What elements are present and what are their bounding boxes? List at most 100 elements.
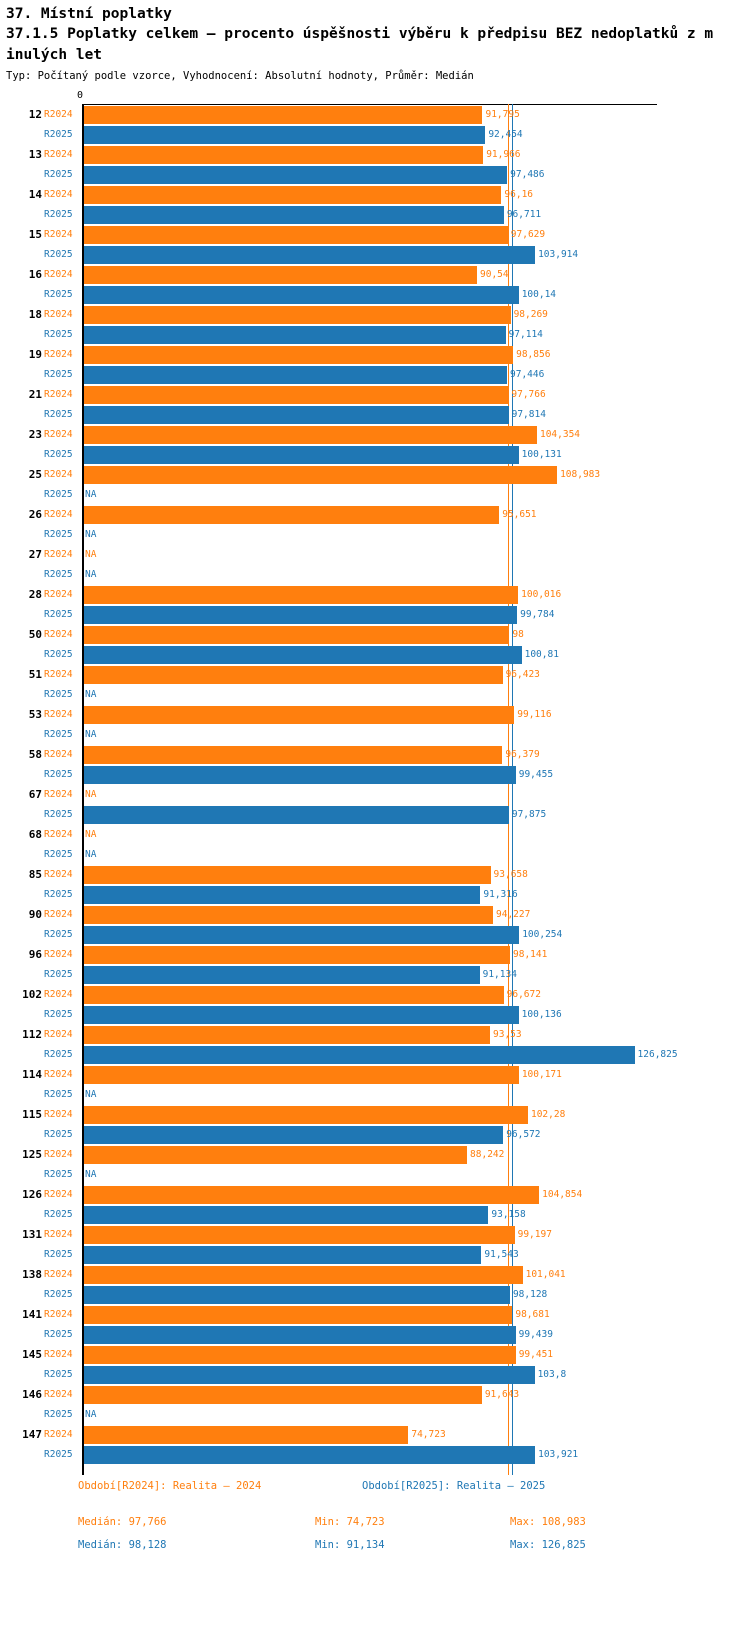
bar-2024[interactable] xyxy=(84,1346,516,1364)
bar-row[interactable]: R2024 104,854 xyxy=(0,1185,750,1205)
bar-2024[interactable] xyxy=(84,1146,468,1164)
bar-row[interactable]: R2025 91,543 xyxy=(0,1245,750,1265)
bar-2024[interactable] xyxy=(84,266,478,284)
bar-2024[interactable] xyxy=(84,586,519,604)
bar-row[interactable]: R2025 126,825 xyxy=(0,1045,750,1065)
bar-row[interactable]: R2024 97,629 xyxy=(0,225,750,245)
bar-row[interactable]: R2025 100,131 xyxy=(0,445,750,465)
bar-2025[interactable] xyxy=(84,166,508,184)
bar-2025[interactable] xyxy=(84,206,504,224)
bar-row[interactable]: R2024 104,354 xyxy=(0,425,750,445)
bar-row[interactable]: R2025 91,134 xyxy=(0,965,750,985)
bar-row[interactable]: R2025 103,921 xyxy=(0,1445,750,1465)
bar-row[interactable]: R2025 NA xyxy=(0,725,750,745)
bar-2024[interactable] xyxy=(84,1306,513,1324)
bar-row[interactable]: R2024 99,451 xyxy=(0,1345,750,1365)
bar-row[interactable]: R2024 100,016 xyxy=(0,585,750,605)
bar-2024[interactable] xyxy=(84,746,503,764)
bar-2025[interactable] xyxy=(84,806,509,824)
bar-row[interactable]: R2024 96,16 xyxy=(0,185,750,205)
bar-row[interactable]: R2024 74,723 xyxy=(0,1425,750,1445)
bar-row[interactable]: R2025 100,254 xyxy=(0,925,750,945)
bar-row[interactable]: R2025 97,114 xyxy=(0,325,750,345)
bar-row[interactable]: R2025 92,454 xyxy=(0,125,750,145)
bar-2024[interactable] xyxy=(84,666,503,684)
bar-2024[interactable] xyxy=(84,186,502,204)
bar-row[interactable]: R2025 99,455 xyxy=(0,765,750,785)
bar-2025[interactable] xyxy=(84,246,536,264)
bar-row[interactable]: R2024 90,54 xyxy=(0,265,750,285)
bar-2025[interactable] xyxy=(84,646,522,664)
bar-row[interactable]: R2025 NA xyxy=(0,1165,750,1185)
bar-2025[interactable] xyxy=(84,446,519,464)
bar-2024[interactable] xyxy=(84,1186,540,1204)
bar-row[interactable]: R2025 96,572 xyxy=(0,1125,750,1145)
bar-2025[interactable] xyxy=(84,606,518,624)
bar-row[interactable]: R2024 88,242 xyxy=(0,1145,750,1165)
bar-2024[interactable] xyxy=(84,1266,523,1284)
bar-row[interactable]: R2024 108,983 xyxy=(0,465,750,485)
bar-row[interactable]: R2025 NA xyxy=(0,845,750,865)
bar-2024[interactable] xyxy=(84,906,494,924)
bar-row[interactable]: R2024 99,197 xyxy=(0,1225,750,1245)
bar-2024[interactable] xyxy=(84,226,508,244)
bar-row[interactable]: R2024 93,53 xyxy=(0,1025,750,1045)
bar-row[interactable]: R2024 100,171 xyxy=(0,1065,750,1085)
bar-row[interactable]: R2024 98,269 xyxy=(0,305,750,325)
bar-2024[interactable] xyxy=(84,1026,490,1044)
bar-row[interactable]: R2025 NA xyxy=(0,565,750,585)
bar-row[interactable]: R2024 96,672 xyxy=(0,985,750,1005)
bar-row[interactable]: R2024 96,379 xyxy=(0,745,750,765)
bar-row[interactable]: R2024 NA xyxy=(0,825,750,845)
bar-2024[interactable] xyxy=(84,866,491,884)
bar-row[interactable]: R2024 94,227 xyxy=(0,905,750,925)
bar-2024[interactable] xyxy=(84,506,500,524)
bar-2025[interactable] xyxy=(84,966,480,984)
bar-2024[interactable] xyxy=(84,346,514,364)
bar-2025[interactable] xyxy=(84,1326,516,1344)
bar-2025[interactable] xyxy=(84,926,520,944)
bar-row[interactable]: R2024 97,766 xyxy=(0,385,750,405)
bar-2024[interactable] xyxy=(84,426,537,444)
bar-row[interactable]: R2025 100,136 xyxy=(0,1005,750,1025)
bar-row[interactable]: R2024 95,651 xyxy=(0,505,750,525)
bar-row[interactable]: R2025 NA xyxy=(0,685,750,705)
bar-row[interactable]: R2025 99,439 xyxy=(0,1325,750,1345)
bar-row[interactable]: R2025 NA xyxy=(0,1405,750,1425)
bar-2025[interactable] xyxy=(84,286,519,304)
bar-row[interactable]: R2024 91,966 xyxy=(0,145,750,165)
bar-2024[interactable] xyxy=(84,1226,515,1244)
bar-row[interactable]: R2025 99,784 xyxy=(0,605,750,625)
bar-2025[interactable] xyxy=(84,366,507,384)
bar-row[interactable]: R2025 98,128 xyxy=(0,1285,750,1305)
bar-row[interactable]: R2025 97,446 xyxy=(0,365,750,385)
bar-2024[interactable] xyxy=(84,1106,528,1124)
bar-2025[interactable] xyxy=(84,126,486,144)
bar-2025[interactable] xyxy=(84,1206,489,1224)
bar-row[interactable]: R2025 103,8 xyxy=(0,1365,750,1385)
bar-2025[interactable] xyxy=(84,1286,510,1304)
bar-row[interactable]: R2024 91,795 xyxy=(0,105,750,125)
bar-row[interactable]: R2024 98 xyxy=(0,625,750,645)
bar-2025[interactable] xyxy=(84,326,506,344)
bar-row[interactable]: R2024 98,681 xyxy=(0,1305,750,1325)
bar-row[interactable]: R2025 NA xyxy=(0,1085,750,1105)
bar-row[interactable]: R2024 NA xyxy=(0,545,750,565)
bar-row[interactable]: R2025 103,914 xyxy=(0,245,750,265)
bar-2024[interactable] xyxy=(84,106,483,124)
bar-2024[interactable] xyxy=(84,946,511,964)
bar-row[interactable]: R2025 100,81 xyxy=(0,645,750,665)
bar-2024[interactable] xyxy=(84,146,484,164)
bar-2024[interactable] xyxy=(84,306,511,324)
bar-row[interactable]: R2024 96,423 xyxy=(0,665,750,685)
bar-row[interactable]: R2024 99,116 xyxy=(0,705,750,725)
bar-row[interactable]: R2025 NA xyxy=(0,485,750,505)
bar-2024[interactable] xyxy=(84,386,509,404)
bar-2024[interactable] xyxy=(84,986,504,1004)
bar-row[interactable]: R2024 98,141 xyxy=(0,945,750,965)
bar-2024[interactable] xyxy=(84,1386,482,1404)
bar-2024[interactable] xyxy=(84,706,515,724)
bar-2024[interactable] xyxy=(84,626,510,644)
bar-2025[interactable] xyxy=(84,1246,482,1264)
bar-row[interactable]: R2025 97,875 xyxy=(0,805,750,825)
